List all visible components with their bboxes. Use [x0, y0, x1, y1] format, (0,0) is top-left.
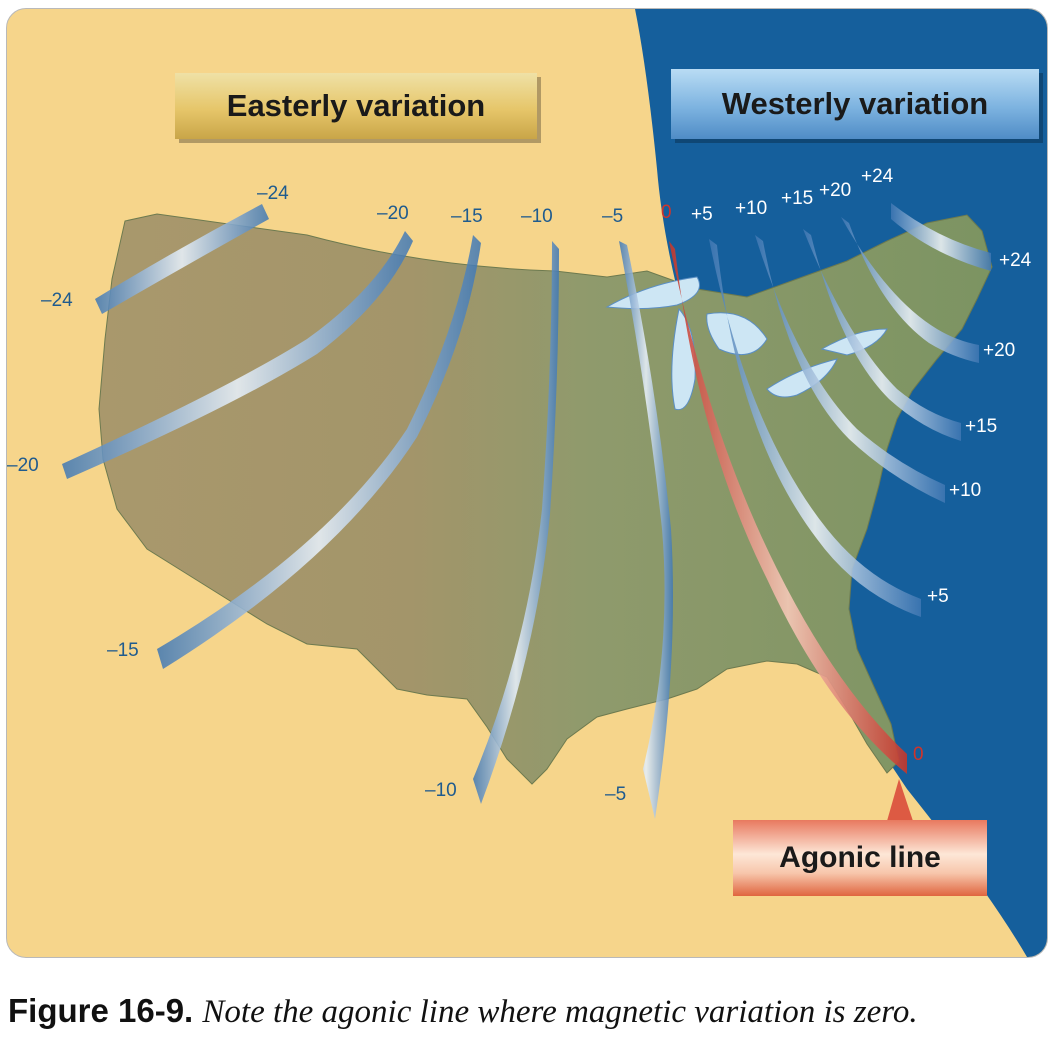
label-west--20: –20 — [7, 455, 39, 476]
label-top--20: –20 — [377, 203, 409, 224]
isogonic-band-+24 — [891, 203, 991, 271]
label-east-+24: +24 — [999, 250, 1032, 271]
variation-map: Easterly variation Westerly variation Ag… — [6, 8, 1048, 958]
isogonic-band--5 — [619, 241, 673, 819]
westerly-variation-banner: Westerly variation — [671, 69, 1039, 139]
label-top-0: 0 — [661, 202, 672, 223]
agonic-pointer — [887, 779, 913, 821]
label-top-+10: +10 — [735, 198, 768, 219]
label-top--5: –5 — [602, 206, 624, 227]
isogonic-band--20 — [62, 231, 413, 479]
us-map-graphic — [62, 9, 1047, 957]
label-top-+20: +20 — [819, 180, 852, 201]
label-top--15: –15 — [451, 206, 483, 227]
isogonic-lines-east — [62, 204, 673, 819]
label-agonic-end-0: 0 — [913, 744, 924, 765]
label-east-+20: +20 — [983, 340, 1016, 361]
label-top--24: –24 — [257, 183, 289, 204]
label-top-+24: +24 — [861, 166, 894, 187]
label-east-+10: +10 — [949, 480, 982, 501]
isogonic-band-+20 — [841, 217, 979, 363]
label-south--10: –10 — [425, 780, 457, 801]
isogonic-band--10 — [473, 241, 559, 804]
label-south--5: –5 — [605, 784, 627, 805]
label-west--24: –24 — [41, 290, 73, 311]
label-top--10: –10 — [521, 206, 553, 227]
label-west--15: –15 — [107, 640, 139, 661]
label-east-+15: +15 — [965, 416, 998, 437]
agonic-line-banner: Agonic line — [733, 820, 987, 896]
isogonic-band-+10 — [755, 235, 945, 503]
label-east-+5: +5 — [927, 586, 949, 607]
isogonic-lines-west — [709, 203, 991, 617]
isogonic-band-+15 — [803, 229, 961, 441]
caption-figure-number: Figure 16-9. — [8, 992, 194, 1029]
figure-caption: Figure 16-9. Note the agonic line where … — [8, 991, 918, 1032]
label-top-+5: +5 — [691, 204, 713, 225]
easterly-variation-banner: Easterly variation — [175, 73, 537, 139]
caption-text: Note the agonic line where magnetic vari… — [202, 994, 918, 1030]
isogonic-band--24 — [95, 204, 269, 314]
label-top-+15: +15 — [781, 188, 814, 209]
